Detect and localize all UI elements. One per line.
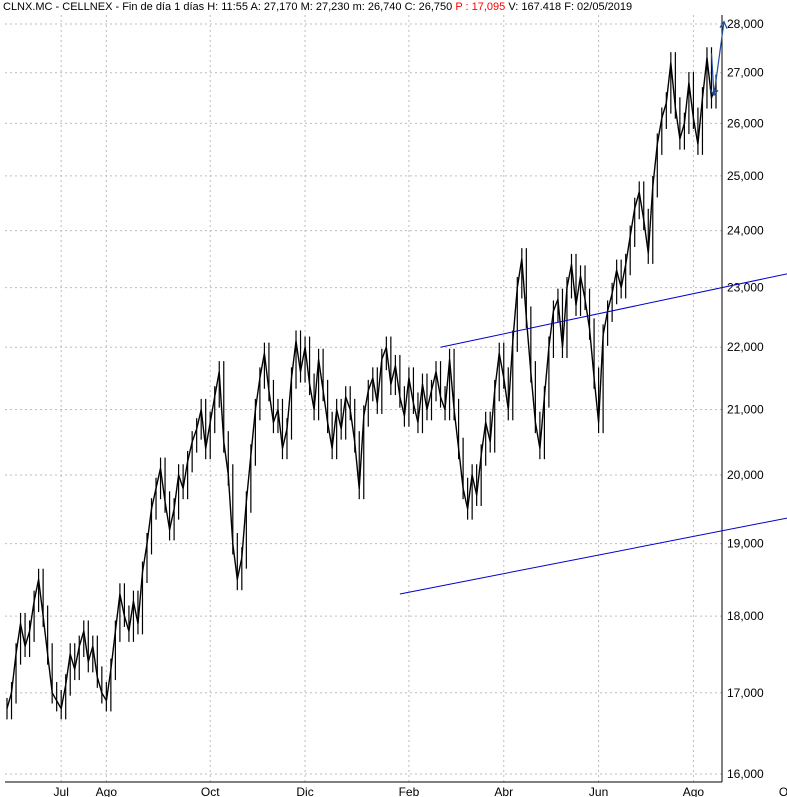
header-high: H: 11:55 xyxy=(207,1,248,13)
x-tick-label: Dic xyxy=(296,785,313,797)
trendline xyxy=(440,273,787,348)
x-tick-label: Feb xyxy=(399,785,420,797)
projection-arrow xyxy=(709,20,728,97)
header-ask: A: 27,170 xyxy=(250,1,298,13)
header-max: M: 27,230 xyxy=(300,1,350,13)
header-symbol: CLNX.MC - CELLNEX - Fin de día 1 días xyxy=(3,1,205,13)
x-tick-label: Abr xyxy=(494,785,513,797)
header-min: m: 26,740 xyxy=(352,1,402,13)
trendlines xyxy=(399,273,787,595)
trendline xyxy=(399,517,787,595)
x-tick-label: Oct xyxy=(201,785,220,797)
axes: 16,000 17,000 18,000 19,000 20,000 21,000 22,0… xyxy=(5,15,787,797)
y-tick-label: 17,000 xyxy=(727,686,764,700)
x-tick-label: Oct xyxy=(779,785,787,797)
x-tick-label: Jun xyxy=(589,785,608,797)
y-tick-label: 21,000 xyxy=(727,403,764,417)
y-tick-label: 18,000 xyxy=(727,609,764,623)
y-tick-label: 28,000 xyxy=(727,17,764,31)
header-close: C: 26,750 xyxy=(404,1,453,13)
price-line xyxy=(6,57,717,710)
header-p: P : 17,095 xyxy=(455,1,506,13)
chart-header: CLNX.MC - CELLNEX - Fin de día 1 días H:… xyxy=(3,1,632,13)
price-series xyxy=(6,47,717,720)
header-date: F: 02/05/2019 xyxy=(564,1,633,13)
y-tick-label: 16,000 xyxy=(727,767,764,781)
x-tick-label: Ago xyxy=(683,785,705,797)
projection-arrow-head-down xyxy=(709,88,719,97)
header-volume: V: 167.418 xyxy=(508,1,562,13)
y-tick-label: 19,000 xyxy=(727,537,764,551)
grid-lines xyxy=(5,15,722,782)
projection-arrow-head-up xyxy=(719,20,728,29)
y-tick-label: 27,000 xyxy=(727,66,764,80)
x-tick-label: Ago xyxy=(96,785,118,797)
y-tick-label: 25,000 xyxy=(727,169,764,183)
y-tick-label: 20,000 xyxy=(727,468,764,482)
x-tick-label: Jul xyxy=(54,785,69,797)
y-tick-label: 26,000 xyxy=(727,116,764,130)
y-tick-label: 24,000 xyxy=(727,224,764,238)
y-tick-label: 22,000 xyxy=(727,340,764,354)
